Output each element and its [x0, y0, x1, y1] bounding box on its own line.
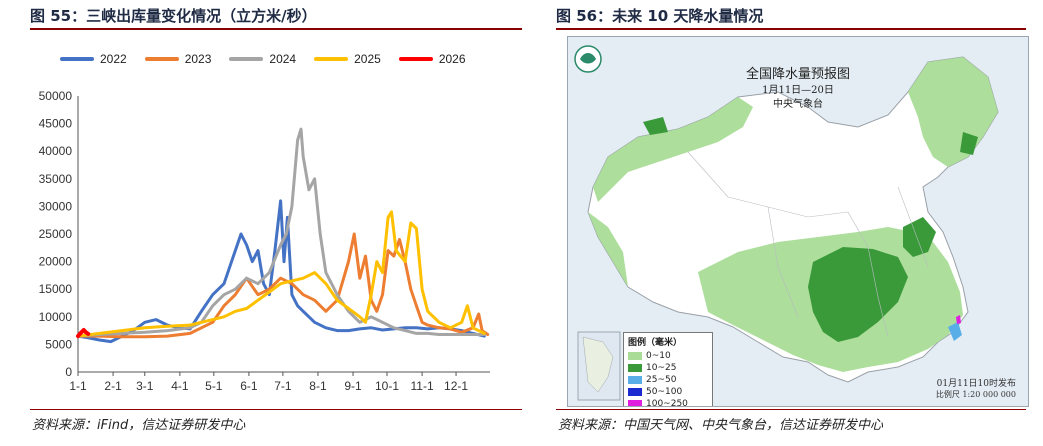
- y-tick-label: 45000: [39, 117, 73, 131]
- legend-swatch-2024: [229, 57, 264, 61]
- precip-10-25-central: [808, 247, 908, 342]
- cma-logo-swirl-icon: [580, 53, 596, 64]
- precipitation-legend-title: 图例（毫米）: [628, 338, 683, 348]
- source-rule: [30, 409, 522, 410]
- legend-box-50-100: [628, 388, 642, 396]
- right-figure-panel: 图 56：未来 10 天降水量情况: [552, 0, 1043, 446]
- x-tick-label: 1-1: [69, 379, 87, 393]
- legend-swatch-2023: [144, 57, 179, 61]
- x-tick-label: 9-1: [344, 379, 362, 393]
- legend-row-100-250: 100~250: [628, 398, 708, 407]
- y-tick-label: 20000: [39, 255, 73, 269]
- x-tick-label: 12-1: [444, 379, 468, 393]
- legend-box-0-10: [628, 352, 642, 360]
- legend-label-2022: 2022: [100, 52, 127, 66]
- precip-100-250-taiwan: [956, 315, 961, 324]
- outflow-line-chart: 0 5000 10000 15000 20000 25000 30000 35000 40000…: [39, 89, 490, 393]
- y-tick-label: 35000: [39, 172, 73, 186]
- y-tick-label: 40000: [39, 144, 73, 158]
- x-tick-label: 2-1: [104, 379, 122, 393]
- title-rule-right: [556, 28, 1026, 30]
- series-line-2022: [76, 199, 486, 344]
- chart-legend: 2022 2023 2024 2025 2026: [60, 52, 466, 66]
- legend-range-50-100: 50~100: [646, 387, 683, 397]
- precipitation-forecast-map: 全国降水量预报图 1月11日—20日 中央气象台 图例（毫米） 0~10 10~…: [567, 36, 1029, 407]
- figure-55-title: 图 55：三峡出库量变化情况（立方米/秒）: [30, 7, 317, 25]
- y-tick-label: 25000: [39, 227, 73, 241]
- y-tick-label: 0: [65, 365, 72, 379]
- series-line-2025: [76, 210, 486, 338]
- legend-swatch-2022: [60, 57, 94, 61]
- x-tick-label: 5-1: [205, 379, 223, 393]
- legend-row-10-25: 10~25: [628, 362, 708, 374]
- boundary-line-4: [897, 186, 929, 268]
- y-tick-label: 15000: [39, 282, 73, 296]
- map-date-range: 1月11日—20日: [762, 85, 834, 96]
- legend-label-2025: 2025: [354, 52, 381, 66]
- china-map-graphic: [568, 37, 1028, 406]
- x-tick-label: 4-1: [171, 379, 189, 393]
- legend-row-50-100: 50~100: [628, 386, 708, 398]
- title-rule: [30, 28, 522, 30]
- legend-swatch-2026: [398, 57, 433, 61]
- legend-box-100-250: [628, 400, 642, 406]
- legend-swatch-2025: [314, 57, 349, 61]
- map-issue-time: 01月11日10时发布: [936, 379, 1016, 389]
- south-china-sea-islands: [582, 336, 614, 393]
- left-figure-panel: 图 55：三峡出库量变化情况（立方米/秒） 2022 2023 2024 202…: [30, 7, 522, 433]
- figure-55-source: 资料来源：iFind，信达证券研发中心: [32, 418, 246, 433]
- y-tick-label: 5000: [45, 337, 72, 351]
- map-agency: 中央气象台: [773, 99, 823, 110]
- figure-56-title: 图 56：未来 10 天降水量情况: [556, 7, 764, 25]
- x-tick-label: 6-1: [240, 379, 258, 393]
- legend-item-2024: 2024: [229, 52, 296, 66]
- province-boundaries: [687, 151, 929, 338]
- precip-25-50-coast: [948, 322, 962, 341]
- boundary-line-3: [847, 211, 889, 338]
- figure-56-source: 资料来源：中国天气网、中央气象台，信达证券研发中心: [558, 418, 884, 433]
- map-title: 全国降水量预报图: [745, 67, 850, 82]
- boundary-line-2: [767, 206, 799, 318]
- legend-range-0-10: 0~10: [646, 351, 671, 361]
- precip-10-25-east: [903, 217, 936, 257]
- legend-item-2026: 2026: [398, 52, 466, 66]
- legend-item-2022: 2022: [60, 52, 127, 66]
- y-tick-label: 50000: [39, 89, 73, 103]
- legend-row-25-50: 25~50: [628, 374, 708, 386]
- legend-row-0-10: 0~10: [628, 350, 708, 362]
- source-rule-right: [556, 409, 1026, 410]
- map-issue-note: 01月11日10时发布 比例尺 1:20 000 000: [936, 376, 1016, 400]
- legend-range-25-50: 25~50: [646, 375, 677, 385]
- series-line-2023: [76, 232, 490, 339]
- series-line-2026: [76, 328, 91, 339]
- precip-10-25-northwest: [643, 117, 668, 135]
- legend-range-10-25: 10~25: [646, 363, 677, 373]
- legend-item-2025: 2025: [314, 52, 381, 66]
- precip-10-25-northeast: [960, 132, 978, 155]
- map-scale-note: 比例尺 1:20 000 000: [935, 390, 1016, 399]
- y-tick-label: 10000: [39, 310, 73, 324]
- legend-label-2024: 2024: [269, 52, 297, 66]
- x-tick-label: 7-1: [274, 379, 292, 393]
- x-tick-label: 10-1: [375, 379, 399, 393]
- x-tick-label: 8-1: [309, 379, 327, 393]
- legend-label-2026: 2026: [438, 52, 466, 66]
- x-tick-label: 11-1: [411, 379, 434, 393]
- legend-item-2023: 2023: [144, 52, 212, 66]
- x-tick-label: 3-1: [136, 379, 154, 393]
- precip-0-10-northwest: [593, 97, 753, 202]
- legend-label-2023: 2023: [184, 52, 212, 66]
- legend-range-100-250: 100~250: [646, 399, 688, 407]
- y-tick-label: 30000: [39, 199, 73, 213]
- precipitation-legend: 图例（毫米） 0~10 10~25 25~50 50~100 100~250: [623, 332, 713, 407]
- precip-0-10-west: [588, 212, 628, 287]
- legend-box-10-25: [628, 364, 642, 372]
- legend-box-25-50: [628, 376, 642, 384]
